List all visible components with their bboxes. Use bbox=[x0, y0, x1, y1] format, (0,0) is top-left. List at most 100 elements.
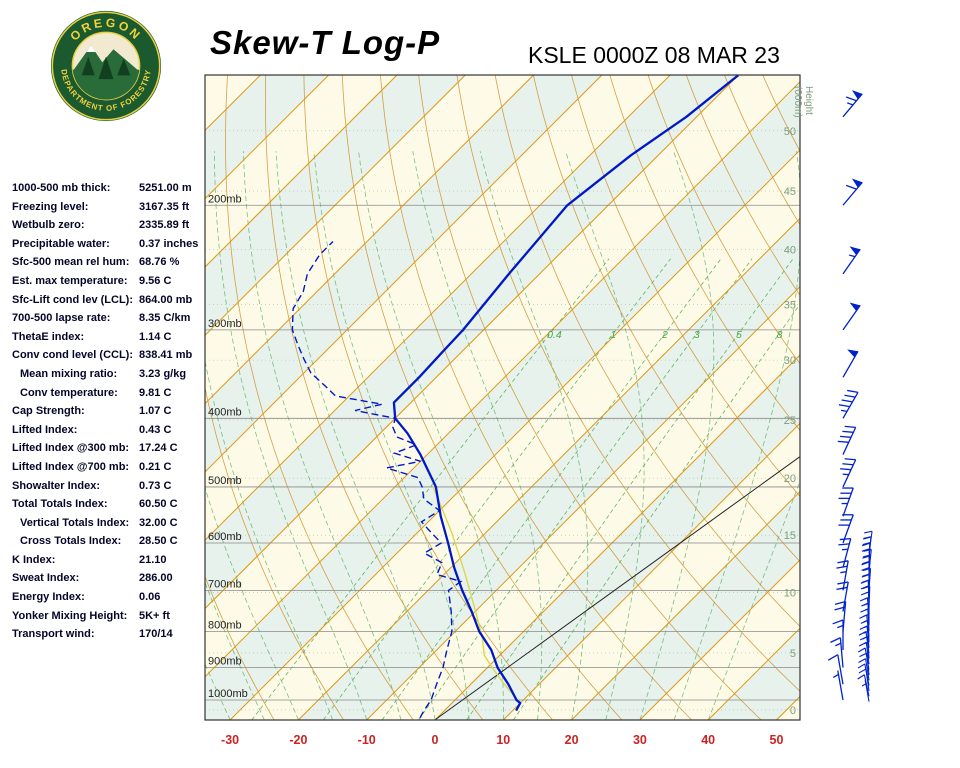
index-row: Yonker Mixing Height: 5K+ ft bbox=[12, 610, 204, 629]
height-label: 30 bbox=[784, 355, 796, 367]
height-labels: 0 5 10 15 20 25 30 35 40 45 50 Height(000m) bbox=[784, 86, 814, 717]
index-value: 2335.89 ft bbox=[139, 219, 190, 232]
index-value: 9.81 C bbox=[139, 386, 172, 399]
index-value: 68.76 % bbox=[139, 256, 180, 269]
index-label: Cross Totals Index: bbox=[20, 535, 122, 548]
temperature-tick-label: 10 bbox=[496, 733, 510, 747]
dewpoint-curve bbox=[291, 241, 463, 719]
pressure-label: 800mb bbox=[208, 619, 242, 631]
pressure-label: 400mb bbox=[208, 406, 242, 418]
index-row: Sfc-Lift cond lev (LCL): 864.00 mb bbox=[12, 294, 204, 313]
height-label: 20 bbox=[784, 473, 796, 485]
index-label: Conv cond level (CCL): bbox=[12, 349, 134, 362]
index-label: Yonker Mixing Height: bbox=[12, 609, 128, 622]
moist-adiabats bbox=[205, 151, 800, 720]
index-label: Conv temperature: bbox=[20, 386, 118, 399]
index-row: Lifted Index @700 mb: 0.21 C bbox=[12, 461, 204, 480]
mixing-ratio-label: 0.4 bbox=[547, 329, 562, 341]
index-row: Conv temperature: 9.81 C bbox=[12, 387, 204, 406]
index-label: Sweat Index: bbox=[12, 572, 80, 585]
index-value: 21.10 bbox=[139, 553, 167, 566]
mixing-ratio-label: 1 bbox=[610, 329, 616, 341]
index-label: Transport wind: bbox=[12, 628, 95, 641]
pressure-label: 600mb bbox=[208, 531, 242, 543]
index-value: 5251.00 m bbox=[139, 182, 192, 194]
index-label: 700-500 lapse rate: bbox=[12, 312, 111, 325]
index-value: 0.43 C bbox=[139, 423, 172, 436]
index-row: Cap Strength: 1.07 C bbox=[12, 405, 204, 424]
index-label: ThetaE index: bbox=[12, 330, 85, 343]
pressure-label: 200mb bbox=[208, 193, 242, 205]
index-value: 32.00 C bbox=[139, 516, 178, 529]
index-label: Wetbulb zero: bbox=[12, 219, 85, 232]
pressure-label: 1000mb bbox=[208, 688, 248, 700]
height-label: 35 bbox=[784, 299, 796, 311]
index-value: 1.07 C bbox=[139, 405, 172, 418]
index-row: Lifted Index @300 mb: 17.24 C bbox=[12, 442, 204, 461]
indices-panel: 1000-500 mb thick: 5251.00 m Freezing leve… bbox=[12, 182, 204, 647]
wind-barbs bbox=[827, 90, 873, 702]
index-value: 5K+ ft bbox=[139, 609, 170, 622]
mixing-ratio-labels: 0.4 1 2 3 5 8 bbox=[547, 329, 783, 341]
index-value: 0.06 bbox=[139, 591, 161, 604]
index-label: K Index: bbox=[12, 553, 56, 566]
index-value: 60.50 C bbox=[139, 498, 178, 511]
tree-icon bbox=[98, 56, 114, 80]
index-row: Sfc-500 mean rel hum: 68.76 % bbox=[12, 256, 204, 275]
height-label: 0 bbox=[790, 705, 796, 717]
index-label: Sfc-Lift cond lev (LCL): bbox=[12, 293, 133, 306]
index-row: Conv cond level (CCL): 838.41 mb bbox=[12, 349, 204, 368]
tree-icon bbox=[117, 58, 131, 76]
index-row: Precipitable water: 0.37 inches bbox=[12, 238, 204, 257]
index-row: Cross Totals Index: 28.50 C bbox=[12, 535, 204, 554]
height-label: 25 bbox=[784, 415, 796, 427]
station-id: KSLE 0000Z 08 MAR 23 bbox=[528, 42, 780, 68]
index-label: Lifted Index @700 mb: bbox=[12, 460, 130, 473]
index-row: Lifted Index: 0.43 C bbox=[12, 424, 204, 443]
index-label: Est. max temperature: bbox=[12, 274, 128, 287]
index-row: Transport wind: 170/14 bbox=[12, 628, 204, 647]
index-row: Sweat Index: 286.00 bbox=[12, 572, 204, 591]
mixing-ratio-lines bbox=[251, 258, 800, 720]
index-value: 170/14 bbox=[139, 628, 173, 641]
index-value: 838.41 mb bbox=[139, 349, 193, 362]
index-label: Lifted Index @300 mb: bbox=[12, 442, 130, 455]
height-label: 5 bbox=[790, 648, 796, 660]
height-label: 45 bbox=[784, 186, 796, 198]
mixing-ratio-label: 3 bbox=[694, 329, 700, 341]
isotherms bbox=[205, 75, 800, 720]
plot-border bbox=[204, 74, 801, 721]
temperature-tick-label: -30 bbox=[221, 733, 239, 747]
temperature-tick-label: -10 bbox=[358, 733, 376, 747]
index-row: Mean mixing ratio: 3.23 g/kg bbox=[12, 368, 204, 387]
temperature-tick-label: 40 bbox=[701, 733, 715, 747]
pressure-label: 700mb bbox=[208, 578, 242, 590]
index-row: Freezing level: 3167.35 ft bbox=[12, 201, 204, 220]
snowcap-graphic bbox=[86, 45, 96, 52]
index-value: 1.14 C bbox=[139, 330, 172, 343]
index-row: 1000-500 mb thick: 5251.00 m bbox=[12, 182, 204, 201]
pressure-label: 300mb bbox=[208, 318, 242, 330]
index-label: Precipitable water: bbox=[12, 237, 110, 250]
height-label: 10 bbox=[784, 588, 796, 600]
index-label: Sfc-500 mean rel hum: bbox=[12, 256, 130, 269]
index-value: 864.00 mb bbox=[139, 293, 193, 306]
index-value: 0.37 inches bbox=[139, 237, 199, 250]
index-row: K Index: 21.10 bbox=[12, 554, 204, 573]
temperature-tick-label: 0 bbox=[432, 733, 439, 747]
tree-icon bbox=[81, 56, 95, 76]
pressure-labels: 200mb 300mb 400mb 500mb 600mb 700mb 800mb 900mb… bbox=[208, 193, 248, 700]
index-label: Vertical Totals Index: bbox=[20, 516, 130, 529]
index-row: Vertical Totals Index: 32.00 C bbox=[12, 517, 204, 536]
temperature-curve bbox=[392, 75, 740, 712]
index-label: Cap Strength: bbox=[12, 405, 85, 418]
index-value: 286.00 bbox=[139, 572, 173, 585]
index-label: Freezing level: bbox=[12, 200, 89, 213]
mixing-ratio-label: 2 bbox=[661, 329, 668, 341]
index-value: 0.21 C bbox=[139, 460, 172, 473]
pressure-label: 500mb bbox=[208, 475, 242, 487]
index-value: 17.24 C bbox=[139, 442, 178, 455]
mixing-ratio-label: 5 bbox=[736, 329, 742, 341]
